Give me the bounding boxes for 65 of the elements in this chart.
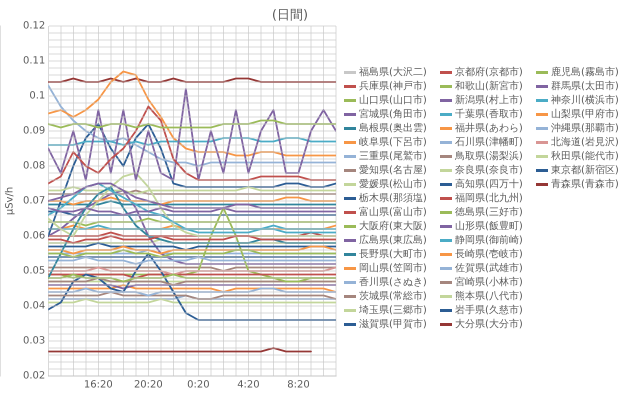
legend-label: 富山県(富山市) <box>359 206 427 219</box>
legend-label: 静岡県(御前崎) <box>455 234 523 247</box>
y-tick-label: 0.05 <box>23 266 46 277</box>
legend-label: 鳥取県(湯梨浜) <box>455 150 523 163</box>
legend-label: 岡山県(笠岡市) <box>359 262 427 275</box>
legend-label: 大阪府(東大阪) <box>359 220 427 233</box>
legend-label: 広島県(東広島) <box>359 234 427 247</box>
y-tick-label: 0.06 <box>23 230 46 242</box>
legend-label: 高知県(四万十) <box>455 178 523 191</box>
legend-label: 宮崎県(小林市) <box>455 276 523 289</box>
legend-label: 山梨県(甲府市) <box>551 108 619 121</box>
legend-label: 栃木県(那須塩) <box>359 192 427 205</box>
y-tick-label: 0.04 <box>23 300 46 312</box>
legend-label: 島根県(奥出雲) <box>359 122 427 135</box>
y-axis-title: μSv/h <box>4 186 16 216</box>
y-tick-label: 0.03 <box>23 336 46 347</box>
legend-label: 長崎県(壱岐市) <box>455 248 523 261</box>
legend-label: 三重県(尾鷲市) <box>359 150 427 163</box>
legend-label: 香川県(さぬき) <box>359 276 427 289</box>
y-tick-label: 0.11 <box>23 56 46 67</box>
y-tick-label: 0.1 <box>29 90 46 102</box>
legend-label: 福井県(あわら) <box>455 122 523 135</box>
legend-label: 奈良県(奈良市) <box>455 164 523 177</box>
legend-label: 沖縄県(那覇市) <box>551 122 619 135</box>
legend-label: 東京都(新宿区) <box>551 164 619 177</box>
legend-label: 鹿児島(霧島市) <box>551 66 619 79</box>
legend-label: 愛媛県(松山市) <box>359 178 427 191</box>
x-tick-label: 0:20 <box>187 380 210 391</box>
y-tick-label: 0.12 <box>23 20 46 32</box>
legend-label: 千葉県(香取市) <box>455 108 523 121</box>
legend-label: 北海道(岩見沢) <box>551 136 619 149</box>
x-tick-label: 16:20 <box>84 380 113 391</box>
y-tick-label: 0.09 <box>23 126 46 137</box>
x-tick-label: 4:20 <box>237 380 260 391</box>
legend-label: 福島県(大沢二) <box>359 66 427 79</box>
legend-label: 秋田県(能代市) <box>551 150 619 163</box>
y-tick-label: 0.08 <box>23 160 46 172</box>
x-tick-label: 20:20 <box>134 380 163 391</box>
legend-label: 福岡県(北九州) <box>455 192 523 205</box>
legend-label: 新潟県(村上市) <box>455 94 523 107</box>
legend-label: 宮城県(角田市) <box>359 108 427 121</box>
legend-label: 山口県(山口市) <box>359 94 427 107</box>
y-tick-label: 0.07 <box>23 196 46 207</box>
legend-label: 茨城県(常総市) <box>359 290 427 303</box>
legend-label: 群馬県(太田市) <box>551 80 619 93</box>
y-tick-label: 0.02 <box>23 370 46 382</box>
legend-label: 石川県(津幡町) <box>455 136 523 149</box>
x-tick-label: 8:20 <box>287 380 310 391</box>
legend-label: 岩手県(久慈市) <box>455 304 523 317</box>
legend-label: 徳島県(三好市) <box>455 206 523 219</box>
legend-label: 長野県(大町市) <box>359 248 427 261</box>
legend-label: 兵庫県(神戸市) <box>359 80 427 93</box>
chart-title: (日間) <box>272 8 308 23</box>
legend-label: 埼玉県(三郷市) <box>359 304 427 317</box>
legend-label: 岐阜県(下呂市) <box>359 136 427 149</box>
legend-label: 佐賀県(武雄市) <box>455 262 523 275</box>
legend-label: 京都府(京都市) <box>455 66 523 79</box>
legend-label: 和歌山(新宮市) <box>455 80 523 93</box>
legend-label: 愛知県(名古屋) <box>359 164 427 177</box>
legend-label: 滋賀県(甲賀市) <box>359 318 427 331</box>
legend-label: 大分県(大分市) <box>455 318 523 331</box>
legend-label: 熊本県(八代市) <box>455 290 523 303</box>
legend-label: 青森県(青森市) <box>551 178 619 191</box>
legend-label: 神奈川(横浜市) <box>551 94 619 107</box>
legend-label: 山形県(飯豊町) <box>455 220 523 233</box>
